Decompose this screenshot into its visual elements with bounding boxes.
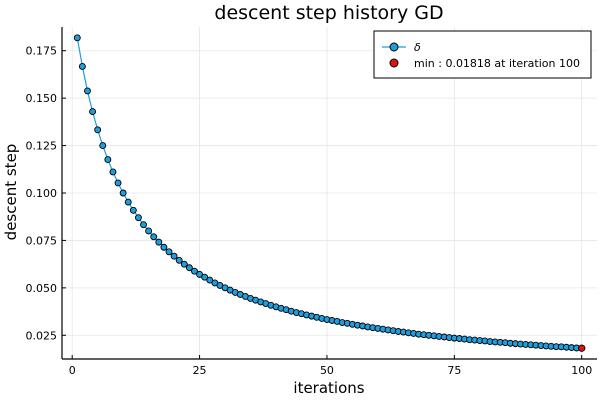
data-point-delta	[170, 252, 178, 260]
data-point-delta	[73, 34, 81, 42]
x-axis-label: iterations	[293, 379, 364, 397]
data-point-delta	[114, 179, 122, 187]
y-tick-label: 0.050	[26, 282, 58, 295]
data-point-delta	[175, 256, 183, 264]
legend-box	[373, 30, 592, 79]
data-point-delta	[196, 270, 204, 278]
data-point-delta	[201, 273, 209, 281]
data-point-delta	[150, 233, 158, 241]
y-tick-label: 0.100	[26, 187, 58, 200]
series-layer	[73, 34, 586, 352]
data-point-delta	[180, 260, 188, 268]
y-tick-label: 0.150	[26, 92, 58, 105]
data-point-delta	[160, 243, 168, 251]
x-tick-label: 50	[320, 364, 334, 377]
data-point-delta	[89, 108, 97, 116]
grid	[62, 27, 597, 359]
legend-marker-delta	[389, 42, 399, 52]
data-point-delta	[104, 156, 112, 164]
data-point-delta	[145, 227, 153, 235]
data-point-delta	[78, 63, 86, 70]
ticks: 0 25 50 75 100 0.025 0.050 0.075 0.100 0.125 0.150…	[26, 45, 593, 377]
data-point-delta	[109, 168, 117, 176]
y-tick-label: 0.175	[26, 45, 58, 58]
legend-label-delta: δ	[414, 41, 421, 54]
data-point-delta	[206, 276, 214, 284]
data-point-delta	[140, 221, 147, 229]
chart-title: descent step history GD	[214, 2, 443, 24]
data-point-delta	[119, 189, 127, 197]
data-point-delta	[84, 87, 91, 95]
data-point-delta	[165, 248, 173, 256]
y-tick-label: 0.125	[26, 140, 58, 153]
data-point-delta	[185, 264, 193, 272]
x-tick-label: 0	[69, 364, 76, 377]
data-point-delta	[94, 126, 102, 134]
y-axis-label: descent step	[2, 144, 20, 241]
data-point-delta	[134, 214, 142, 222]
data-point-delta	[155, 238, 163, 246]
x-tick-label: 25	[193, 364, 207, 377]
data-point-delta	[124, 198, 132, 206]
legend-marker-min	[389, 58, 399, 68]
x-tick-label: 75	[447, 364, 461, 377]
legend-label-min: min : 0.01818 at iteration 100	[414, 57, 580, 70]
data-point-delta	[99, 142, 107, 150]
y-tick-label: 0.075	[26, 234, 58, 247]
x-tick-label: 100	[571, 364, 592, 377]
min-point-marker	[578, 344, 586, 352]
y-tick-label: 0.025	[26, 329, 58, 342]
legend: δ min : 0.01818 at iteration 100	[373, 30, 592, 79]
data-point-delta	[129, 206, 137, 214]
data-point-delta	[191, 267, 198, 275]
